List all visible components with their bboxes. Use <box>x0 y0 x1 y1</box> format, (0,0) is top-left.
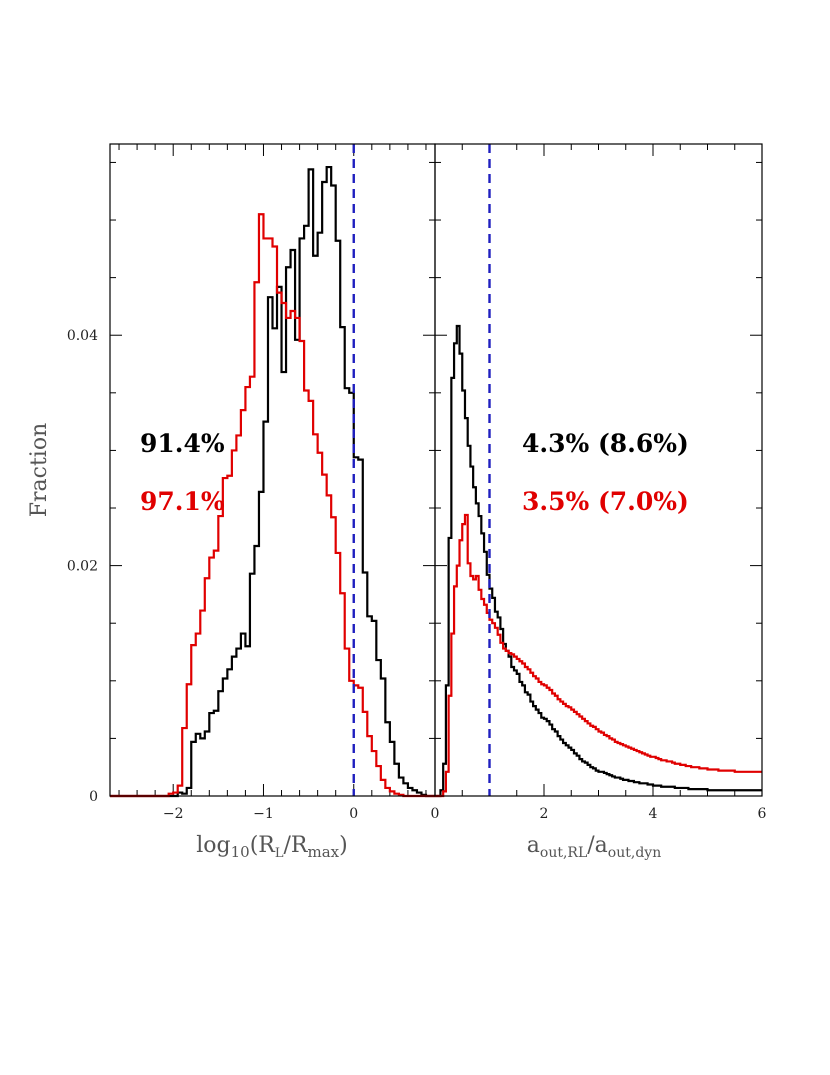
right-plot-frame <box>434 143 763 797</box>
left-tick-labels: −2 −1 0 0 0.02 0.04 <box>67 328 358 822</box>
x-tick-label: 0 <box>431 806 440 822</box>
right-series <box>435 324 762 798</box>
y-tick-label: 0.02 <box>67 559 98 575</box>
y-tick-label: 0.04 <box>67 328 98 344</box>
x-tick-label: −1 <box>253 806 274 822</box>
y-tick-label: 0 <box>89 789 98 805</box>
right-annotation-red: 3.5% (7.0%) <box>522 487 689 516</box>
left-panel: −2 −1 0 0 0.02 0.04 91.4% 97.1% log10(RL/Rmax… <box>27 143 436 861</box>
left-series <box>110 165 435 798</box>
right-annotation-black: 4.3% (8.6%) <box>522 429 689 458</box>
right-histogram-black <box>435 324 762 798</box>
right-x-axis-label: aout,RL/aout,dyn <box>527 833 661 861</box>
right-panel: 0 2 4 6 4.3% (8.6%) 3.5% (7.0%) aout,RL/aou… <box>431 143 767 861</box>
x-tick-label: 2 <box>540 806 549 822</box>
x-tick-label: −2 <box>163 806 184 822</box>
left-histogram-red <box>110 213 435 798</box>
right-histogram-red <box>435 513 762 798</box>
left-histogram-black <box>110 165 435 798</box>
left-annotation-black: 91.4% <box>140 429 225 458</box>
x-tick-label: 4 <box>649 806 658 822</box>
left-annotation-red: 97.1% <box>140 487 225 516</box>
right-tick-labels: 0 2 4 6 <box>431 806 767 822</box>
x-tick-label: 0 <box>349 806 358 822</box>
y-axis-label: Fraction <box>27 423 52 518</box>
x-tick-label: 6 <box>758 806 767 822</box>
left-x-axis-label: log10(RL/Rmax) <box>196 833 347 861</box>
